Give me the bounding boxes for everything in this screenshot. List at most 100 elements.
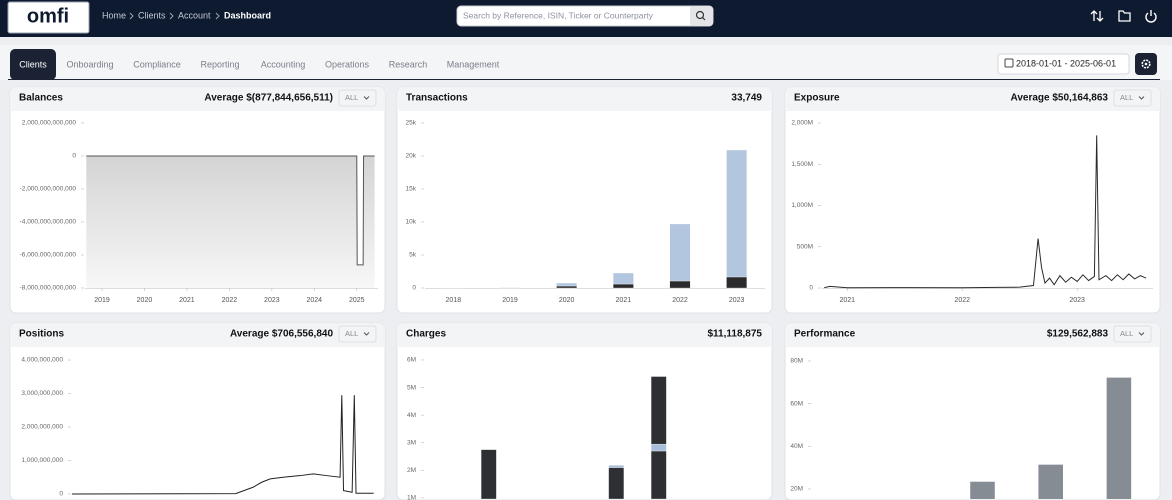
y-tick-label: 5M bbox=[407, 384, 416, 391]
y-tick-label: 20M bbox=[790, 486, 803, 493]
x-tick-label: 2019 bbox=[502, 297, 518, 304]
panel bbox=[784, 322, 1161, 500]
filter-dropdown[interactable] bbox=[1113, 89, 1152, 107]
y-tick-label: -2,000,000,000,000 bbox=[20, 186, 77, 193]
bar-segment bbox=[726, 276, 748, 289]
filter-dropdown[interactable] bbox=[338, 325, 377, 343]
bar bbox=[1106, 377, 1132, 499]
panel bbox=[9, 322, 386, 500]
search-icon-handle bbox=[702, 17, 706, 21]
filter-value[interactable]: ALL bbox=[345, 93, 358, 102]
panel-title: Positions bbox=[19, 329, 64, 340]
y-tick-label: 1M bbox=[407, 495, 416, 500]
tab[interactable]: Compliance bbox=[133, 59, 181, 69]
search-button[interactable] bbox=[690, 6, 713, 26]
x-tick-label: 2021 bbox=[179, 297, 195, 304]
bar-segment bbox=[669, 223, 691, 282]
bar-segment bbox=[650, 376, 667, 445]
line bbox=[824, 135, 1147, 289]
panel-title: Performance bbox=[794, 329, 856, 340]
bar-segment bbox=[612, 272, 634, 285]
panel-title: Exposure bbox=[794, 93, 840, 104]
filter-value[interactable]: ALL bbox=[1120, 329, 1133, 338]
tab[interactable]: Accounting bbox=[261, 59, 306, 69]
folder-icon[interactable] bbox=[1118, 10, 1131, 22]
y-tick-label: 1,000M bbox=[791, 202, 813, 209]
x-tick-label: 2024 bbox=[307, 297, 323, 304]
y-tick-label: 0 bbox=[412, 285, 416, 292]
x-tick-label: 2023 bbox=[1069, 297, 1085, 304]
bar-segment bbox=[650, 450, 667, 500]
filter-dropdown[interactable] bbox=[338, 89, 377, 107]
x-tick-label: 2018 bbox=[446, 297, 462, 304]
panel-header bbox=[785, 323, 1160, 347]
y-tick-label: 5k bbox=[409, 252, 417, 259]
filter-dropdown[interactable] bbox=[1113, 325, 1152, 343]
bar bbox=[1038, 464, 1063, 499]
active-tab-background bbox=[10, 49, 56, 80]
sort-icon[interactable] bbox=[1090, 10, 1104, 22]
y-tick-label: 2,000,000,000,000 bbox=[22, 120, 77, 127]
x-tick-label: 2022 bbox=[954, 297, 970, 304]
y-tick-label: -6,000,000,000,000 bbox=[20, 252, 77, 259]
bar-segment bbox=[608, 465, 625, 468]
filter-chevron bbox=[1138, 96, 1145, 100]
date-range-box[interactable] bbox=[997, 53, 1130, 75]
x-tick-label: 2021 bbox=[616, 297, 632, 304]
date-range[interactable]: 2018-01-01 - 2025-06-01 bbox=[1016, 58, 1116, 68]
x-tick-label: 2023 bbox=[264, 297, 280, 304]
tab[interactable]: Clients bbox=[19, 59, 47, 69]
x-tick-label: 2023 bbox=[729, 297, 745, 304]
logo[interactable]: omfi bbox=[27, 5, 69, 27]
filter-value[interactable]: ALL bbox=[1120, 93, 1133, 102]
breadcrumb-item[interactable]: Home bbox=[102, 10, 126, 20]
y-tick-label: 3,000,000,000 bbox=[21, 390, 63, 397]
bar-segment bbox=[726, 149, 748, 278]
panel-title: Charges bbox=[406, 329, 446, 340]
y-tick-label: 80M bbox=[790, 358, 803, 365]
search-placeholder: Search by Reference, ISIN, Ticker or Cou… bbox=[463, 10, 654, 20]
calendar-icon bbox=[1004, 58, 1014, 68]
y-tick-label: 0 bbox=[809, 285, 813, 292]
panel-title: Transactions bbox=[406, 93, 468, 104]
y-tick-label: 4M bbox=[407, 412, 416, 419]
x-tick-label: 2020 bbox=[559, 297, 575, 304]
y-tick-label: 40M bbox=[790, 443, 803, 450]
y-tick-label: -4,000,000,000,000 bbox=[20, 219, 77, 226]
breadcrumb-item[interactable]: Clients bbox=[138, 10, 166, 20]
breadcrumb-separator bbox=[215, 12, 220, 20]
bar-segment bbox=[480, 449, 497, 500]
breadcrumb-item[interactable]: Dashboard bbox=[224, 10, 271, 20]
tab[interactable]: Onboarding bbox=[66, 59, 113, 69]
tab[interactable]: Research bbox=[389, 59, 428, 69]
panel-summary: Average $50,164,863 bbox=[1011, 93, 1109, 104]
y-tick-label: 1,500M bbox=[791, 161, 813, 168]
bar-segment bbox=[612, 283, 634, 289]
x-tick-label: 2022 bbox=[672, 297, 688, 304]
tab[interactable]: Operations bbox=[325, 59, 370, 69]
panel-header bbox=[10, 323, 385, 347]
tab[interactable]: Reporting bbox=[200, 59, 239, 69]
panel bbox=[396, 322, 773, 500]
y-tick-label: -8,000,000,000,000 bbox=[20, 285, 77, 292]
line bbox=[71, 395, 374, 495]
y-tick-label: 2,000,000,000 bbox=[21, 424, 63, 431]
breadcrumb-item[interactable]: Account bbox=[178, 10, 211, 20]
tab[interactable]: Management bbox=[447, 59, 500, 69]
search-icon bbox=[695, 10, 705, 20]
y-tick-label: 0 bbox=[59, 491, 63, 498]
breadcrumb-separator bbox=[169, 12, 174, 20]
x-tick-label: 2021 bbox=[839, 297, 855, 304]
y-tick-label: 15k bbox=[406, 186, 417, 193]
breadcrumb-separator bbox=[129, 12, 134, 20]
settings-icon bbox=[1141, 59, 1151, 69]
line bbox=[86, 155, 375, 266]
panel-summary: $11,118,875 bbox=[707, 329, 762, 340]
logo-box[interactable] bbox=[7, 1, 90, 34]
bar-segment bbox=[669, 280, 691, 289]
settings-icon-center bbox=[1144, 62, 1148, 66]
filter-value[interactable]: ALL bbox=[345, 329, 358, 338]
power-icon[interactable] bbox=[1145, 10, 1157, 23]
